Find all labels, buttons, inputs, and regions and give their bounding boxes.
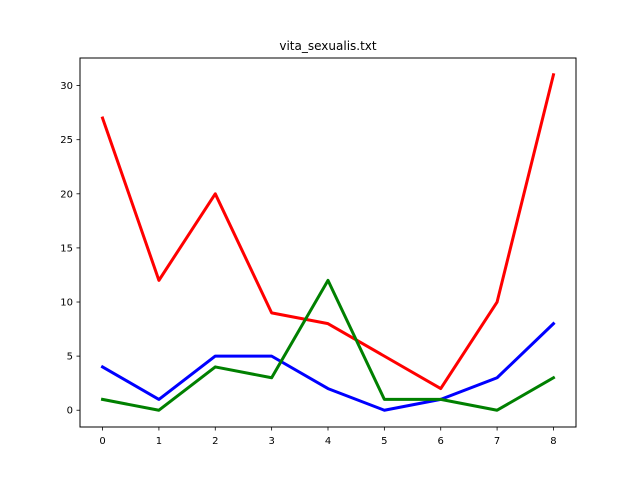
x-tick-label: 7 (494, 436, 500, 447)
x-tick-label: 4 (325, 436, 331, 447)
y-tick-label: 25 (60, 135, 73, 146)
y-tick-label: 15 (60, 243, 73, 254)
x-tick-label: 5 (381, 436, 387, 447)
y-tick-label: 10 (60, 298, 73, 309)
series-line-1 (100, 72, 556, 391)
x-tick-label: 3 (268, 436, 274, 447)
series-line-3 (100, 278, 556, 412)
y-tick-label: 0 (67, 406, 73, 417)
x-tick-label: 8 (550, 436, 556, 447)
x-tick-label: 0 (99, 436, 105, 447)
x-axis: 0 1 2 3 4 5 6 7 8 (99, 427, 557, 447)
y-axis: 0 5 10 15 20 25 30 (60, 81, 80, 417)
x-tick-label: 1 (156, 436, 162, 447)
y-tick-label: 20 (60, 189, 73, 200)
series-line-2 (100, 321, 556, 412)
y-tick-label: 5 (67, 352, 73, 363)
series-layer (100, 72, 556, 412)
y-tick-label: 30 (60, 81, 73, 92)
x-tick-label: 6 (438, 436, 444, 447)
chart-title: vita_sexualis.txt (279, 39, 377, 53)
x-tick-label: 2 (212, 436, 218, 447)
